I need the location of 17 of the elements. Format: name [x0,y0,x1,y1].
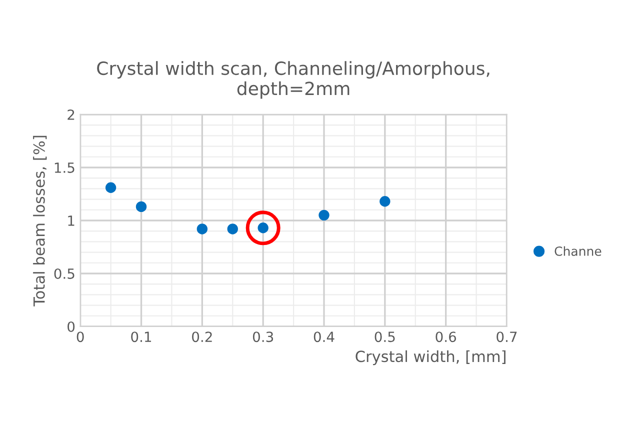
x-axis-title: Crystal width, [mm] [356,350,506,366]
y-tick-label: 2 [68,109,74,120]
chart-title: Crystal width scan, Channeling/Amorphous, depth=2mm [97,61,490,99]
x-tick-label: 0.6 [436,332,456,342]
y-tick-label: 0.5 [54,268,74,279]
x-tick-label: 0.5 [374,332,395,342]
x-tick-label: 0.4 [314,332,334,342]
legend-label: Channe [554,246,602,256]
y-axis-title: Total beam losses, [%] [33,136,47,306]
y-tick-label: 0 [68,321,75,332]
x-tick-label: 0 [76,332,84,342]
x-tick-label: 0.3 [252,332,274,342]
x-tick-label: 0.1 [131,332,152,342]
y-tick-label: 1.5 [54,162,74,173]
x-tick-label: 0.7 [496,332,517,342]
x-tick-label: 0.2 [192,332,212,342]
y-tick-label: 1 [68,216,74,226]
